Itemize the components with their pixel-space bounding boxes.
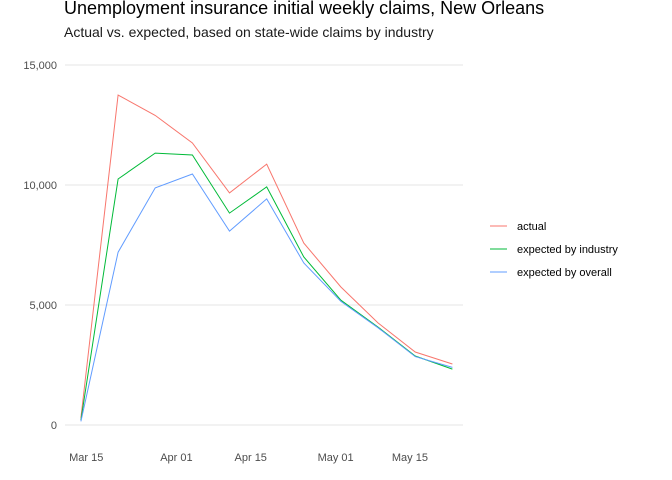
x-tick-label: May 01 xyxy=(318,452,354,464)
y-tick-label: 15,000 xyxy=(23,60,57,72)
legend-label: expected by industry xyxy=(517,244,618,256)
series-line-expected-by-industry xyxy=(80,152,453,421)
x-tick-label: Mar 15 xyxy=(69,452,103,464)
x-tick-label: May 15 xyxy=(392,452,428,464)
y-tick-label: 5,000 xyxy=(29,300,57,312)
legend-label: actual xyxy=(517,221,546,233)
legend-label: expected by overall xyxy=(517,267,612,279)
y-tick-label: 0 xyxy=(51,420,57,432)
series-line-expected-by-overall xyxy=(80,173,453,422)
x-tick-label: Apr 15 xyxy=(235,452,267,464)
chart-subtitle: Actual vs. expected, based on state-wide… xyxy=(64,24,434,40)
chart-title: Unemployment insurance initial weekly cl… xyxy=(64,0,545,18)
x-tick-label: Apr 01 xyxy=(160,452,192,464)
series-line-actual xyxy=(80,94,453,418)
y-tick-label: 10,000 xyxy=(23,180,57,192)
